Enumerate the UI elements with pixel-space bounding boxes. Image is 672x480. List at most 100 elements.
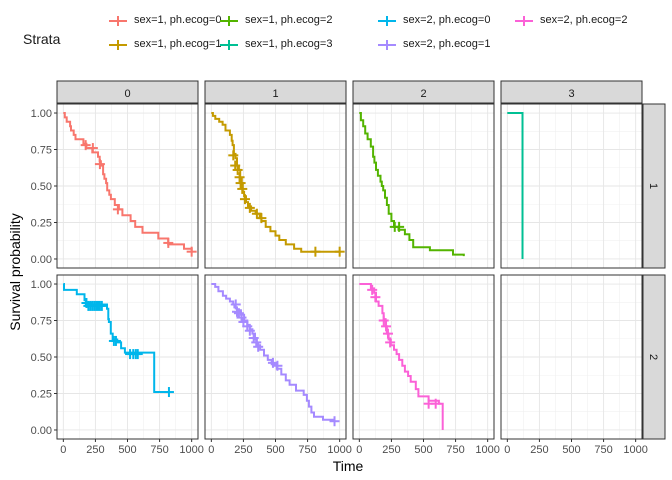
y-tick-label: 0.25 — [31, 217, 52, 229]
x-tick-label: 1000 — [327, 444, 351, 456]
x-tick-label: 1000 — [475, 444, 499, 456]
legend: Strata sex=1, ph.ecog=0 sex=1, ph.ecog=1 s… — [0, 0, 672, 70]
legend-label: sex=2, ph.ecog=0 — [403, 14, 491, 26]
x-tick-label: 0 — [208, 444, 214, 456]
censor-mark — [228, 150, 239, 161]
censor-mark — [244, 325, 255, 336]
censor-mark — [234, 172, 245, 183]
y-tick-label: 1.00 — [31, 108, 52, 120]
censor-mark — [232, 306, 243, 317]
y-tick-label: 0.00 — [31, 425, 52, 437]
censor-mark — [110, 335, 121, 346]
facet-strip-col — [352, 80, 495, 104]
legend-key — [378, 40, 396, 50]
y-tick-label: 0.75 — [31, 145, 52, 157]
censor-mark — [394, 221, 405, 232]
x-tick-label: 1000 — [179, 444, 203, 456]
censor-mark — [251, 208, 262, 219]
legend-key — [220, 16, 238, 26]
censor-mark — [430, 398, 441, 409]
facet-strip-col-label: 0 — [124, 88, 130, 100]
survival-curve-6 — [359, 283, 444, 430]
y-tick-label: 0.25 — [31, 388, 52, 400]
censor-mark — [132, 349, 143, 360]
censor-mark — [237, 183, 248, 194]
x-tick-label: 0 — [60, 444, 66, 456]
legend-label: sex=2, ph.ecog=2 — [540, 14, 628, 26]
x-tick-label: 500 — [118, 444, 136, 456]
facet-strip-row-label: 2 — [647, 354, 659, 360]
censor-mark — [96, 300, 107, 311]
legend-label: sex=2, ph.ecog=1 — [403, 38, 491, 50]
y-tick-label: 0.75 — [31, 316, 52, 328]
censor-mark — [385, 337, 396, 348]
censor-mark — [381, 321, 392, 332]
facet-strip-row — [642, 274, 666, 440]
censor-mark — [80, 140, 91, 151]
x-tick-label: 0 — [356, 444, 362, 456]
facet-strip-row-label: 1 — [647, 183, 659, 189]
x-tick-label: 500 — [562, 444, 580, 456]
survival-curve-2 — [359, 112, 465, 257]
legend-key — [220, 40, 238, 50]
facet-strip-col-label: 2 — [420, 88, 426, 100]
censor-mark — [186, 246, 197, 257]
censor-mark — [94, 159, 105, 170]
y-axis-label: Survival probability — [7, 213, 23, 331]
censor-mark — [87, 143, 98, 154]
censor-mark — [382, 328, 393, 339]
censor-mark — [378, 315, 389, 326]
censor-mark — [253, 341, 264, 352]
censor-mark — [236, 312, 247, 323]
facet-strip-col — [56, 80, 199, 104]
legend-key — [378, 16, 396, 26]
facet-strip-col — [500, 80, 643, 104]
censor-mark — [251, 337, 262, 348]
facet-strip-col-label: 3 — [568, 88, 574, 100]
legend-title: Strata — [23, 31, 61, 47]
panel-border — [352, 103, 495, 269]
censor-mark — [230, 299, 241, 310]
y-tick-label: 0.50 — [31, 352, 52, 364]
x-tick-label: 750 — [150, 444, 168, 456]
facet-strip-col-label: 1 — [272, 88, 278, 100]
x-tick-label: 250 — [530, 444, 548, 456]
x-tick-label: 750 — [446, 444, 464, 456]
x-tick-label: 750 — [298, 444, 316, 456]
legend-key — [109, 16, 127, 26]
censor-mark — [370, 292, 381, 303]
legend-label: sex=1, ph.ecog=2 — [245, 14, 333, 26]
survival-curve-4 — [63, 283, 169, 393]
survival-curve-3 — [507, 112, 524, 259]
censor-mark — [272, 360, 283, 371]
survival-curve-0 — [63, 112, 193, 252]
facet-strip-col — [204, 80, 347, 104]
censor-mark — [239, 194, 250, 205]
censor-mark — [235, 178, 246, 189]
legend-key — [109, 40, 127, 50]
legend-key — [515, 16, 533, 26]
facet-strip-row — [642, 103, 666, 269]
censor-mark — [334, 246, 345, 257]
censor-mark — [256, 213, 267, 224]
x-tick-label: 0 — [504, 444, 510, 456]
x-tick-label: 750 — [594, 444, 612, 456]
censor-mark — [367, 284, 378, 295]
panel-area: 0 1 2 3 1 2 0.00 0.25 0.50 0.75 1.00 0 250 500 750 1000… — [31, 80, 666, 456]
x-axis-label: Time — [333, 458, 364, 474]
x-tick-label: 1000 — [623, 444, 647, 456]
censor-mark — [112, 204, 123, 215]
censor-mark — [232, 164, 243, 175]
legend-label: sex=1, ph.ecog=0 — [134, 14, 222, 26]
x-tick-label: 250 — [382, 444, 400, 456]
censor-mark — [310, 246, 321, 257]
y-tick-label: 0.50 — [31, 181, 52, 193]
panel-border — [204, 103, 347, 269]
censor-mark — [329, 416, 340, 427]
x-tick-label: 250 — [234, 444, 252, 456]
y-tick-label: 0.00 — [31, 254, 52, 266]
x-tick-label: 500 — [414, 444, 432, 456]
x-tick-label: 250 — [86, 444, 104, 456]
censor-mark — [163, 387, 174, 398]
